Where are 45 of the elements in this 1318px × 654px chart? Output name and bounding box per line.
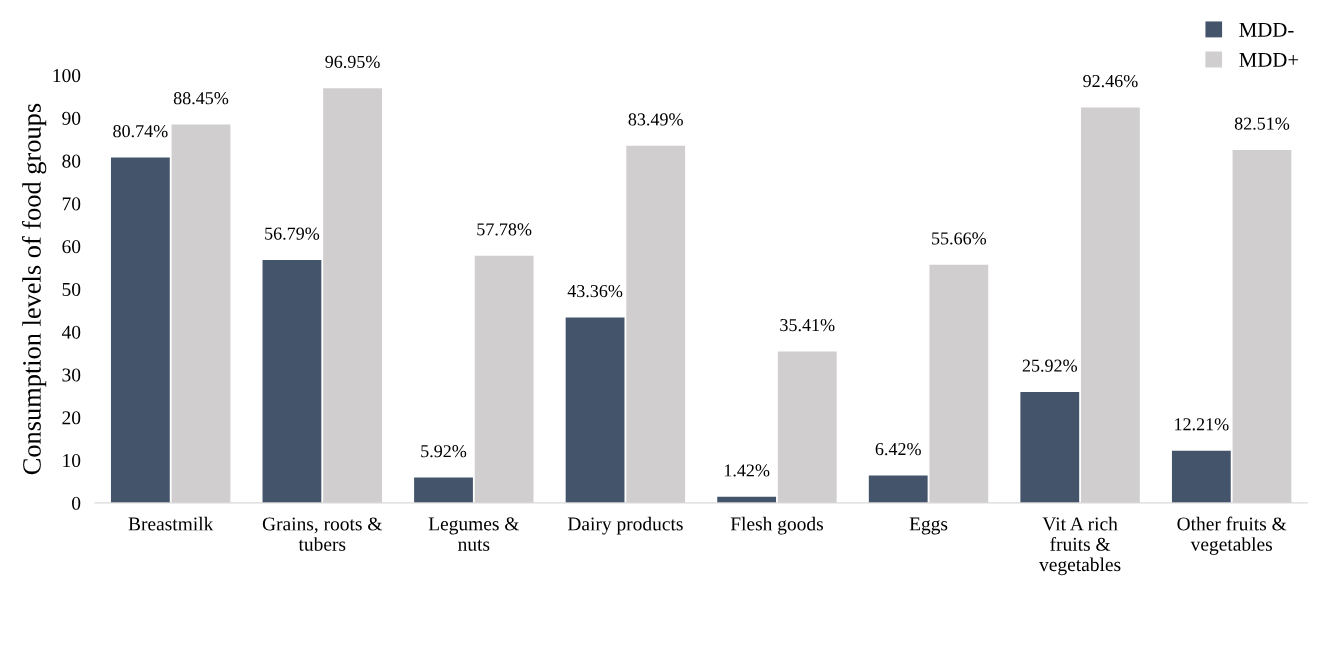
data-label: 43.36% xyxy=(567,284,623,298)
data-label: 82.51% xyxy=(1234,117,1290,130)
data-label: 55.66% xyxy=(932,232,987,245)
bar xyxy=(262,260,322,503)
x-tick-label: Legumes & nuts xyxy=(428,517,520,551)
data-label: 35.41% xyxy=(780,318,835,332)
x-tick-label: Breastmilk xyxy=(128,516,214,531)
y-tick-label: 50 xyxy=(62,282,81,297)
y-tick-label: 30 xyxy=(62,368,81,382)
bar xyxy=(1020,392,1080,503)
y-tick-label: 100 xyxy=(53,69,81,83)
data-label: 80.74% xyxy=(113,125,168,138)
x-tick-label: Other fruits & vegetables xyxy=(1177,516,1287,555)
data-label: 88.45% xyxy=(173,92,229,105)
y-tick-label: 20 xyxy=(62,411,81,425)
bar xyxy=(868,475,928,503)
data-label: 1.42% xyxy=(724,464,770,477)
bar xyxy=(1171,450,1231,503)
data-label: 56.79% xyxy=(265,227,320,240)
x-tick-label: Dairy products xyxy=(567,516,683,535)
y-tick-label: 80 xyxy=(62,154,81,168)
data-label: 6.42% xyxy=(875,442,921,456)
data-label: 5.92% xyxy=(421,445,467,458)
data-label: 92.46% xyxy=(1083,74,1138,88)
data-label: 96.95% xyxy=(325,55,380,68)
bar xyxy=(414,477,473,503)
y-tick-label: 60 xyxy=(62,240,81,254)
y-tick-label: 0 xyxy=(72,496,81,510)
y-axis-title: Consumption levels of food groups xyxy=(22,103,47,475)
bar xyxy=(565,317,625,503)
legend-label: MDD+ xyxy=(1239,53,1299,67)
y-tick-label: 40 xyxy=(61,325,81,339)
y-tick-label: 70 xyxy=(62,197,81,211)
data-label: 25.92% xyxy=(1022,359,1077,372)
data-label: 12.21% xyxy=(1175,418,1229,431)
data-label: 57.78% xyxy=(477,223,532,236)
x-tick-label: Eggs xyxy=(909,517,948,535)
x-tick-label: Flesh goods xyxy=(730,516,823,535)
y-tick-label: 10 xyxy=(63,453,81,468)
bar xyxy=(110,157,170,503)
data-label: 83.49% xyxy=(628,113,683,126)
x-tick-label: Vit A rich fruits & vegetables xyxy=(1039,516,1121,576)
x-tick-label: Grains, roots & tubers xyxy=(262,517,383,551)
y-tick-label: 90 xyxy=(62,111,81,125)
legend-label: MDD- xyxy=(1239,23,1294,37)
